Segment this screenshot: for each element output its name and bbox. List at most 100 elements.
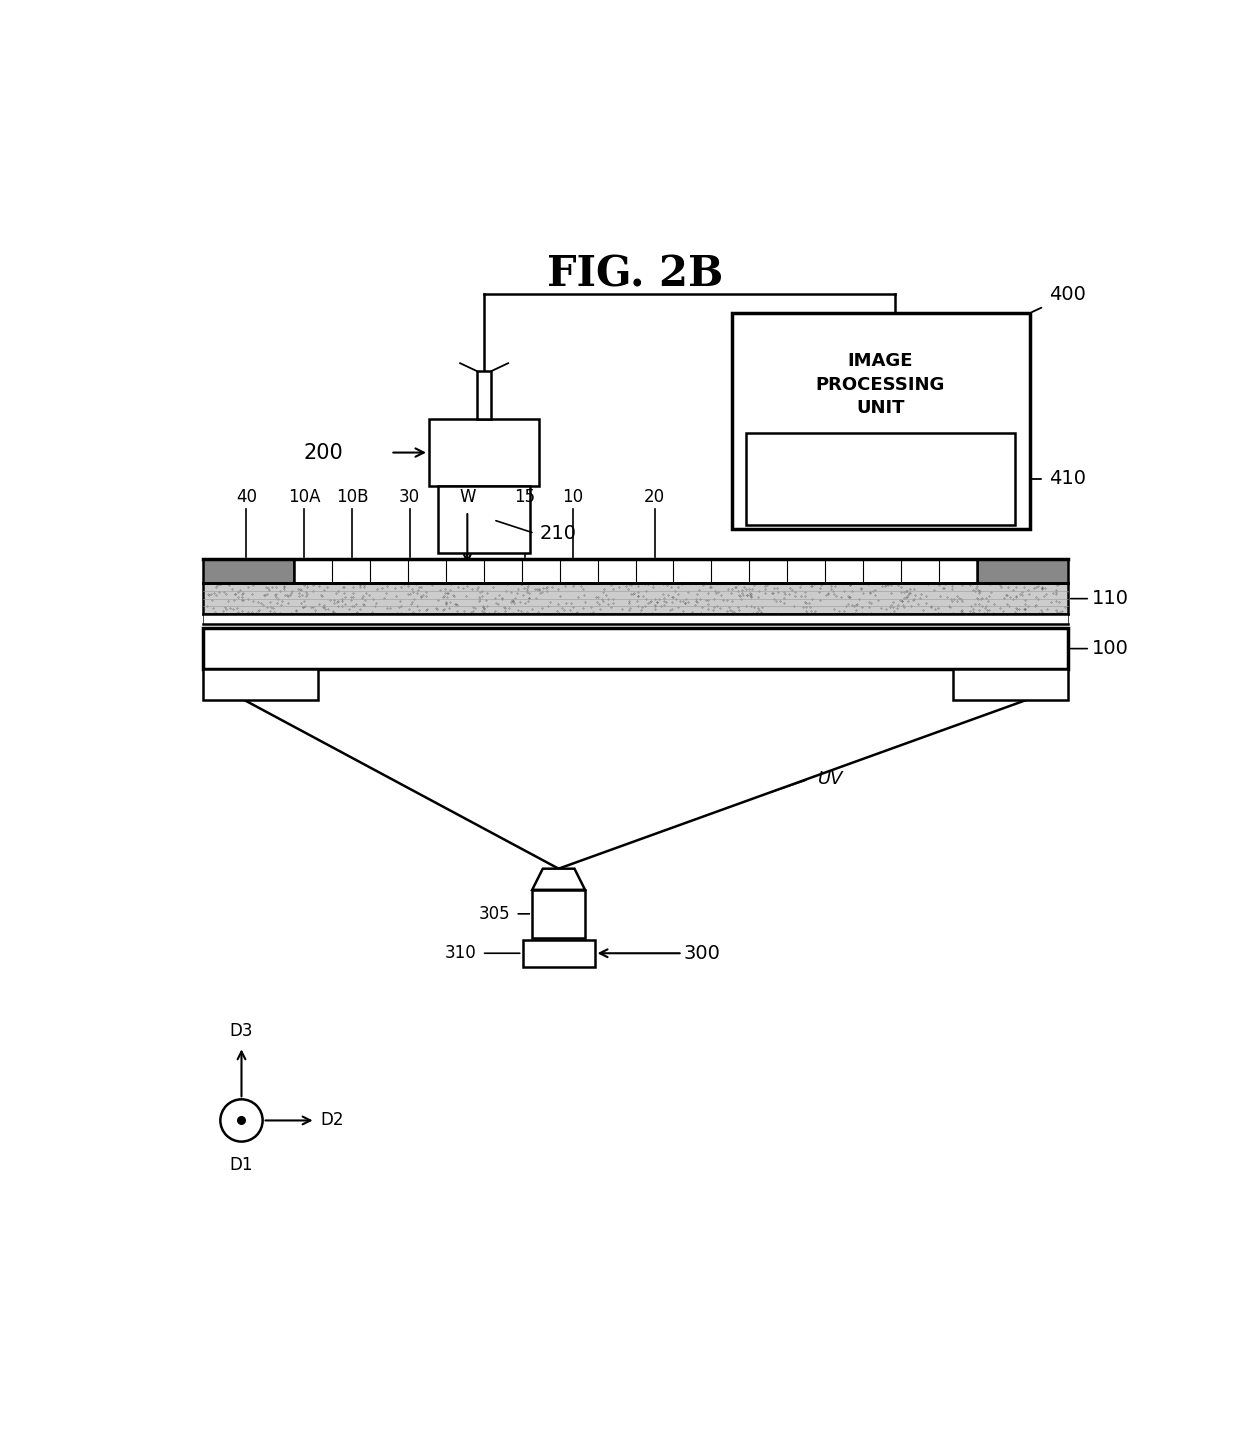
Bar — [532, 890, 585, 937]
Point — [951, 587, 971, 610]
Point — [785, 580, 805, 603]
Point — [821, 577, 841, 600]
Point — [259, 592, 279, 614]
Point — [325, 602, 345, 624]
Point — [353, 584, 373, 607]
Point — [691, 602, 711, 624]
Point — [723, 577, 743, 600]
Point — [945, 587, 965, 610]
Bar — [203, 629, 1068, 669]
Point — [728, 572, 748, 594]
Point — [744, 574, 764, 597]
Point — [216, 583, 236, 606]
Point — [314, 579, 334, 602]
Point — [486, 592, 506, 614]
Point — [823, 580, 843, 603]
Point — [283, 579, 303, 602]
Point — [952, 590, 972, 613]
Point — [748, 600, 768, 623]
Point — [949, 586, 968, 609]
Text: D1: D1 — [229, 1156, 253, 1175]
Point — [811, 573, 831, 596]
Point — [293, 584, 312, 607]
Point — [646, 594, 666, 617]
Point — [409, 599, 429, 622]
Point — [1014, 576, 1034, 599]
Point — [201, 583, 221, 606]
Point — [575, 590, 595, 613]
Point — [932, 576, 952, 599]
Point — [724, 600, 744, 623]
Point — [641, 590, 661, 613]
Point — [738, 583, 758, 606]
Point — [537, 576, 557, 599]
Point — [662, 590, 682, 613]
Point — [737, 577, 756, 600]
Point — [844, 602, 864, 624]
Point — [206, 583, 226, 606]
Point — [542, 576, 562, 599]
Point — [485, 586, 505, 609]
Point — [1006, 596, 1025, 619]
Point — [900, 582, 920, 604]
Point — [779, 582, 799, 604]
Point — [774, 592, 794, 614]
Point — [675, 592, 694, 614]
Point — [971, 587, 991, 610]
Point — [801, 574, 821, 597]
Point — [536, 576, 556, 599]
Point — [280, 602, 300, 624]
Bar — [294, 559, 977, 583]
Point — [343, 582, 363, 604]
Point — [657, 574, 677, 597]
Point — [838, 584, 858, 607]
Point — [475, 597, 495, 620]
Point — [661, 576, 681, 599]
Point — [278, 592, 298, 614]
Point — [644, 572, 663, 594]
Point — [228, 580, 248, 603]
Point — [905, 584, 925, 607]
Point — [897, 586, 916, 609]
Point — [991, 574, 1011, 597]
Point — [1014, 589, 1034, 612]
Point — [343, 576, 363, 599]
Point — [303, 596, 322, 619]
Point — [755, 582, 775, 604]
Point — [826, 574, 846, 597]
Point — [686, 587, 706, 610]
Point — [257, 576, 277, 599]
Point — [756, 573, 776, 596]
Point — [475, 597, 495, 620]
Point — [637, 573, 657, 596]
Point — [513, 602, 533, 624]
Point — [257, 594, 277, 617]
Point — [407, 582, 427, 604]
Point — [440, 579, 460, 602]
Point — [470, 580, 490, 603]
Point — [547, 600, 567, 623]
Point — [476, 589, 496, 612]
Point — [320, 589, 340, 612]
Point — [908, 593, 928, 616]
Point — [916, 584, 936, 607]
Point — [1028, 574, 1048, 597]
Point — [238, 587, 258, 610]
Point — [529, 582, 549, 604]
Point — [852, 596, 872, 619]
Point — [904, 577, 924, 600]
Point — [228, 584, 248, 607]
Point — [646, 587, 666, 610]
Point — [981, 580, 1001, 603]
Point — [742, 586, 761, 609]
Point — [248, 590, 268, 613]
Point — [429, 579, 449, 602]
Point — [441, 572, 461, 594]
Point — [294, 596, 314, 619]
Point — [675, 592, 694, 614]
Point — [226, 583, 246, 606]
Point — [203, 596, 223, 619]
Point — [601, 594, 621, 617]
Point — [718, 577, 738, 600]
Point — [560, 592, 580, 614]
